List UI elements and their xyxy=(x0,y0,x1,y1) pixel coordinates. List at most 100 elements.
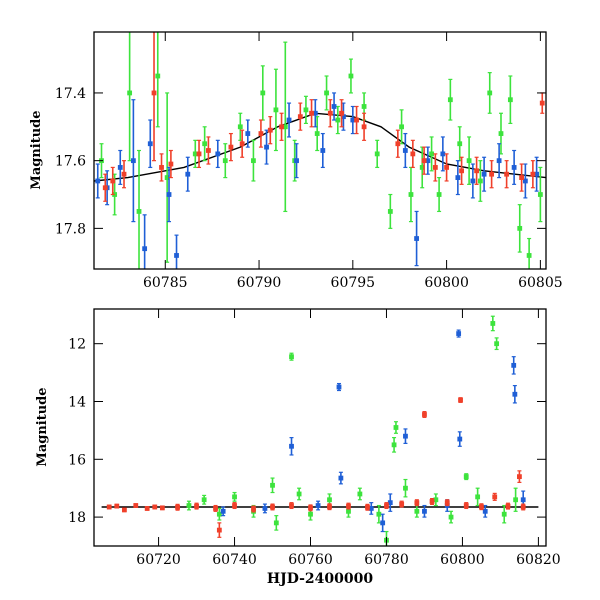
bottom-data-point-red xyxy=(216,522,222,538)
bottom-data-point-green xyxy=(376,504,382,524)
bottom-data-point-green xyxy=(357,487,363,501)
top-x-tick-label: 60785 xyxy=(143,275,188,291)
top-data-point-green xyxy=(374,139,380,169)
bottom-data-point-red xyxy=(505,502,511,510)
bottom-data-point-green xyxy=(403,478,408,498)
top-data-point-blue xyxy=(481,156,487,192)
top-data-point-blue xyxy=(117,149,123,185)
top-data-point-green xyxy=(155,32,161,128)
top-x-tick-label: 60800 xyxy=(424,275,469,291)
top-y-tick-label: 17.4 xyxy=(55,86,86,102)
top-data-point-blue xyxy=(245,119,251,148)
bottom-y-tick-label: 18 xyxy=(68,510,86,526)
top-data-point-blue xyxy=(522,163,528,199)
top-data-point-red xyxy=(239,129,245,158)
bottom-y-axis-label: Magnitude xyxy=(35,387,50,466)
bottom-data-point-blue xyxy=(220,506,226,517)
top-data-point-green xyxy=(399,109,404,145)
top-data-point-red xyxy=(504,160,510,189)
bottom-data-point-red xyxy=(492,492,498,501)
bottom-data-point-red xyxy=(194,502,199,510)
bottom-data-point-blue xyxy=(336,382,342,392)
bottom-data-point-red xyxy=(444,499,450,507)
bottom-x-tick-label: 60800 xyxy=(440,552,485,568)
top-data-point-green xyxy=(466,136,472,185)
top-data-point-red xyxy=(228,132,234,162)
top-data-point-blue xyxy=(185,156,191,192)
bottom-plot-area xyxy=(101,315,539,546)
top-data-point-red xyxy=(168,149,174,179)
top-data-point-blue xyxy=(294,143,299,179)
bottom-data-point-red xyxy=(429,498,435,505)
top-data-point-red xyxy=(121,160,127,189)
bottom-data-point-blue xyxy=(380,513,386,533)
top-data-point-green xyxy=(507,75,513,125)
bottom-data-point-blue xyxy=(262,503,268,514)
top-data-point-red xyxy=(151,32,157,162)
bottom-data-point-green xyxy=(393,421,399,434)
top-data-point-red xyxy=(102,173,108,202)
top-data-point-green xyxy=(136,149,142,269)
bottom-data-point-red xyxy=(106,504,112,510)
bottom-panel: 60720 60740 60760 60780 60800 60820 12 14 16 18 M… xyxy=(35,308,561,587)
top-data-point-green xyxy=(477,160,483,202)
bottom-data-point-green xyxy=(501,504,507,524)
top-data-point-red xyxy=(267,116,273,145)
bottom-data-point-green xyxy=(494,337,500,351)
bottom-data-point-red xyxy=(520,503,526,511)
top-data-point-green xyxy=(335,105,341,135)
top-y-tick-label: 17.6 xyxy=(55,154,86,170)
top-data-point-green xyxy=(447,78,453,121)
bottom-data-point-red xyxy=(365,503,370,511)
bottom-axes: 60720 60740 60760 60780 60800 60820 12 14 16 18 xyxy=(68,309,561,568)
top-data-point-blue xyxy=(147,119,153,169)
top-data-point-green xyxy=(387,193,393,229)
top-data-point-red xyxy=(530,160,536,189)
bottom-x-axis-label: HJD-2400000 xyxy=(267,571,374,587)
bottom-frame xyxy=(93,308,547,547)
top-data-point-green xyxy=(303,95,309,125)
top-data-point-red xyxy=(279,112,284,141)
bottom-data-point-green xyxy=(270,477,275,494)
top-data-point-blue xyxy=(470,163,476,199)
bottom-y-tick-label: 16 xyxy=(68,452,86,468)
bottom-data-point-green xyxy=(201,494,207,505)
top-data-point-green xyxy=(526,237,532,269)
bottom-data-point-green xyxy=(186,500,192,511)
bottom-data-point-red xyxy=(308,504,313,512)
top-data-point-red xyxy=(258,119,264,148)
bottom-x-tick-label: 60740 xyxy=(212,552,257,568)
top-data-point-red xyxy=(354,105,359,135)
bottom-data-point-green xyxy=(490,315,496,332)
top-axes: 60785 60790 60795 60800 60805 17.4 17.6 17.8 xyxy=(55,32,563,291)
bottom-data-point-red xyxy=(121,507,127,513)
bottom-data-point-red xyxy=(144,506,150,511)
top-series-blue xyxy=(95,92,540,269)
bottom-data-point-red xyxy=(327,503,332,511)
bottom-data-point-blue xyxy=(289,437,294,456)
bottom-series-red xyxy=(106,397,526,538)
bottom-series-blue xyxy=(220,329,526,533)
top-data-point-blue xyxy=(320,132,326,169)
bottom-data-point-green xyxy=(463,473,469,481)
top-data-point-blue xyxy=(331,92,337,121)
top-data-point-green xyxy=(517,204,523,253)
top-data-point-red xyxy=(361,112,367,141)
bottom-data-point-blue xyxy=(511,356,517,375)
bottom-data-point-red xyxy=(114,503,120,509)
top-data-point-red xyxy=(196,139,202,169)
bottom-data-point-red xyxy=(517,470,522,484)
top-data-point-blue xyxy=(402,132,408,169)
top-data-point-blue xyxy=(511,149,517,185)
bottom-data-point-red xyxy=(384,502,389,510)
bottom-data-point-red xyxy=(152,504,158,510)
top-x-tick-label: 60790 xyxy=(237,275,282,291)
bottom-data-point-blue xyxy=(368,502,374,515)
top-data-point-red xyxy=(339,99,344,128)
top-data-point-blue xyxy=(455,160,461,196)
bottom-data-point-blue xyxy=(482,504,488,518)
top-data-point-blue xyxy=(174,234,179,269)
top-x-tick-label: 60805 xyxy=(518,275,563,291)
top-data-point-blue xyxy=(341,102,346,131)
bottom-data-point-red xyxy=(159,505,165,511)
